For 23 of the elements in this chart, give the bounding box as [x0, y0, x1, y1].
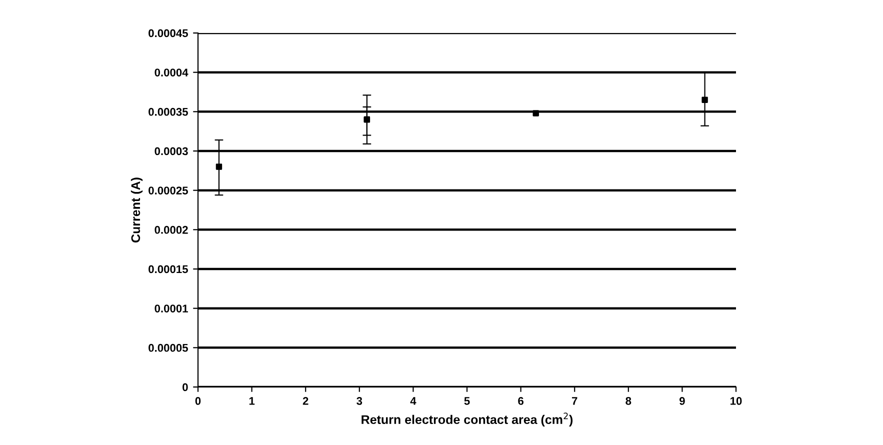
y-axis-title: Current (A)	[130, 178, 143, 242]
y-tick-label: 0.00035	[148, 108, 188, 116]
x-tick-label: 1	[249, 397, 255, 405]
x-tick-label: 4	[410, 397, 416, 405]
x-tick-label: 9	[679, 397, 685, 405]
y-tick-label: 0.00015	[148, 265, 188, 274]
y-tick-label: 0.0001	[154, 304, 188, 312]
x-tick-label: 0	[195, 397, 201, 405]
y-tick-label: 0.00025	[148, 186, 188, 194]
y-tick-label: 0.0003	[154, 147, 188, 156]
y-tick-label: 0	[182, 383, 188, 392]
x-tick-label: 5	[464, 397, 470, 405]
x-tick-label: 10	[730, 397, 742, 405]
y-tick-label: 0.0002	[154, 226, 188, 234]
y-tick-label: 0.00005	[148, 344, 188, 352]
x-tick-label: 8	[626, 397, 632, 405]
x-axis-title: Return electrode contact area (cm$^{2}$)	[362, 412, 573, 427]
x-tick-label: 2	[302, 397, 308, 405]
x-tick-label: 3	[356, 397, 362, 405]
x-tick-label: 6	[518, 397, 524, 405]
y-tick-label: 0.00045	[148, 29, 188, 38]
y-tick-label: 0.0004	[154, 68, 188, 76]
x-tick-label: 7	[572, 397, 578, 405]
